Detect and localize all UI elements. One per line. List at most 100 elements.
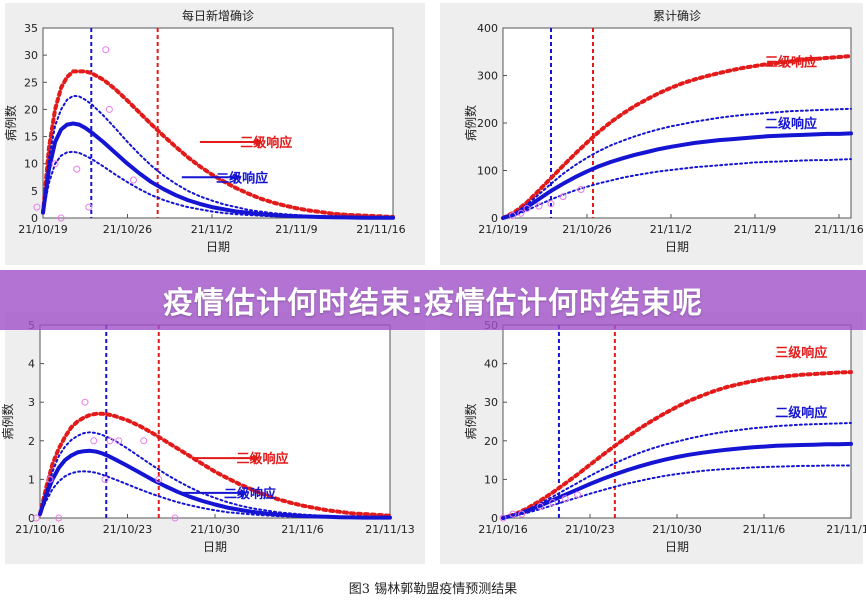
annotation-label: 二级响应 bbox=[224, 486, 276, 502]
x-tick-label: 21/11/16 bbox=[356, 223, 405, 236]
y-tick-label: 30 bbox=[24, 49, 38, 62]
x-tick-label: 21/11/2 bbox=[650, 223, 692, 236]
observed-point bbox=[105, 105, 113, 113]
x-tick-label: 21/10/19 bbox=[18, 223, 67, 236]
observed-point bbox=[518, 510, 526, 518]
y-tick-label: 20 bbox=[24, 103, 38, 116]
y-tick-label: 0 bbox=[491, 212, 498, 225]
x-tick-label: 21/11/6 bbox=[281, 523, 323, 536]
x-axis-label: 日期 bbox=[665, 540, 689, 554]
y-tick-label: 1 bbox=[28, 473, 35, 486]
observed-point bbox=[509, 510, 517, 518]
annotation-label: 二级响应 bbox=[775, 405, 827, 421]
y-tick-label: 0 bbox=[28, 512, 35, 525]
y-tick-label: 4 bbox=[28, 358, 35, 371]
observed-point bbox=[171, 514, 179, 522]
y-axis-label: 病例数 bbox=[3, 105, 18, 141]
observed-point bbox=[561, 495, 569, 503]
y-tick-label: 0 bbox=[491, 512, 498, 525]
y-tick-label: 400 bbox=[477, 22, 498, 35]
annotation-label: 三级响应 bbox=[765, 54, 817, 70]
series-line-0 bbox=[38, 411, 392, 518]
y-tick-label: 3 bbox=[28, 396, 35, 409]
observed-point bbox=[73, 165, 81, 173]
observed-point bbox=[549, 499, 557, 507]
observed-point bbox=[51, 160, 59, 168]
observed-point bbox=[32, 514, 40, 522]
series-line-3 bbox=[502, 158, 852, 219]
x-tick-label: 21/10/16 bbox=[478, 523, 527, 536]
x-tick-label: 21/11/2 bbox=[191, 223, 233, 236]
x-tick-label: 21/10/23 bbox=[565, 523, 614, 536]
x-tick-label: 21/10/16 bbox=[15, 523, 64, 536]
x-axis-label: 日期 bbox=[206, 240, 230, 254]
observed-point bbox=[85, 203, 93, 211]
observed-point bbox=[90, 437, 98, 445]
x-tick-label: 21/11/16 bbox=[814, 223, 863, 236]
series-line-0 bbox=[41, 69, 395, 219]
series-line-1 bbox=[502, 422, 852, 519]
y-tick-label: 35 bbox=[24, 22, 38, 35]
annotation-arrowhead bbox=[255, 138, 263, 146]
annotation-label: 三级响应 bbox=[240, 135, 292, 151]
observed-point bbox=[559, 193, 567, 201]
x-tick-label: 21/10/19 bbox=[478, 223, 527, 236]
y-tick-label: 5 bbox=[31, 185, 38, 198]
chart-title: 每日新增确诊 bbox=[182, 8, 254, 23]
annotation-label: 二级响应 bbox=[765, 116, 817, 132]
x-tick-label: 21/11/13 bbox=[826, 523, 866, 536]
y-tick-label: 30 bbox=[484, 396, 498, 409]
x-axis-label: 日期 bbox=[203, 540, 227, 554]
y-tick-label: 20 bbox=[484, 435, 498, 448]
annotation-label: 三级响应 bbox=[775, 345, 827, 361]
chart-br: 0102030405021/10/1621/10/2321/10/3021/11… bbox=[440, 312, 866, 564]
series-line-1 bbox=[502, 107, 852, 219]
y-tick-label: 200 bbox=[477, 117, 498, 130]
observed-point bbox=[33, 203, 41, 211]
x-tick-label: 21/11/13 bbox=[365, 523, 414, 536]
y-axis-label: 病例数 bbox=[0, 403, 15, 439]
series-line-0 bbox=[501, 370, 853, 520]
observed-point bbox=[106, 437, 114, 445]
y-axis-label: 病例数 bbox=[463, 105, 478, 141]
observed-point bbox=[140, 437, 148, 445]
y-tick-label: 100 bbox=[477, 165, 498, 178]
chart-title: 累计确诊 bbox=[653, 9, 701, 23]
x-tick-label: 21/11/9 bbox=[734, 223, 776, 236]
title-banner: 疫情估计何时结束:疫情估计何时结束呢 bbox=[0, 270, 866, 330]
annotation-arrowhead bbox=[234, 173, 242, 182]
y-tick-label: 10 bbox=[484, 473, 498, 486]
observed-point bbox=[523, 205, 531, 212]
observed-point bbox=[574, 491, 582, 499]
observed-point bbox=[509, 212, 517, 220]
x-tick-label: 21/10/26 bbox=[562, 223, 611, 236]
observed-point bbox=[55, 514, 63, 522]
y-axis-label: 病例数 bbox=[463, 403, 478, 439]
chart-bl: 01234521/10/1621/10/2321/10/3021/11/621/… bbox=[0, 312, 425, 564]
observed-point bbox=[547, 200, 555, 208]
series-line-2 bbox=[501, 441, 853, 520]
observed-point bbox=[102, 46, 110, 54]
plot-area bbox=[39, 324, 391, 519]
x-tick-label: 21/10/23 bbox=[103, 523, 152, 536]
series-line-3 bbox=[502, 464, 852, 519]
observed-point bbox=[115, 437, 123, 445]
annotation-arrowhead bbox=[253, 454, 260, 463]
series-line-0 bbox=[501, 54, 853, 220]
figure-caption: 图3 锡林郭勒盟疫情预测结果 bbox=[348, 582, 518, 597]
banner-title: 疫情估计何时结束:疫情估计何时结束呢 bbox=[163, 286, 703, 321]
y-tick-label: 40 bbox=[484, 358, 498, 371]
series-line-3 bbox=[39, 470, 391, 519]
observed-point bbox=[81, 398, 89, 406]
chart-tr: 累计确诊 0 100 200 300 400 21/10/19 21/10/26 21/11/2… bbox=[440, 3, 864, 265]
observed-point bbox=[577, 186, 585, 193]
observed-point bbox=[155, 475, 163, 483]
y-tick-label: 300 bbox=[477, 70, 498, 83]
observed-point bbox=[46, 475, 54, 483]
y-tick-label: 2 bbox=[28, 435, 35, 448]
x-axis-label: 日期 bbox=[665, 240, 689, 254]
x-tick-label: 21/10/30 bbox=[190, 523, 239, 536]
observed-point bbox=[535, 202, 543, 210]
observed-point bbox=[57, 214, 65, 222]
